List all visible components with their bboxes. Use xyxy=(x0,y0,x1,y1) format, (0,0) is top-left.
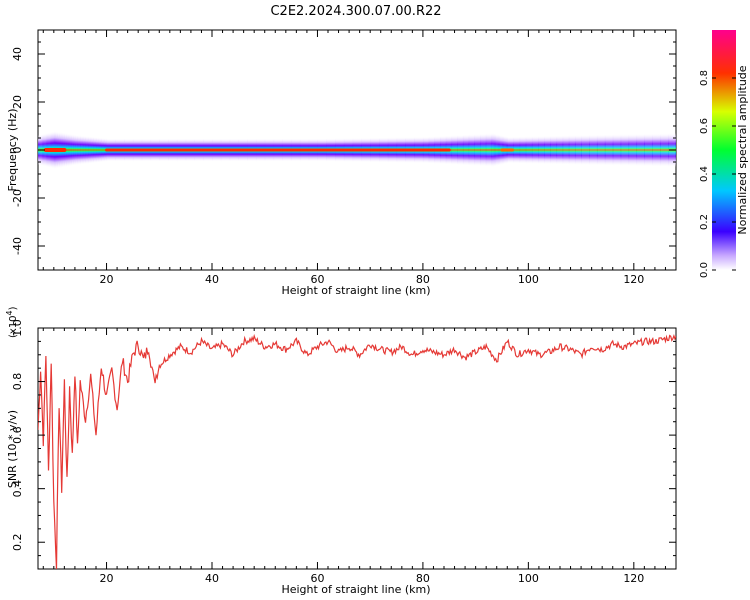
heatmap-x-tick-label: 60 xyxy=(310,273,324,286)
snr-y-axis-label: SNR (10 * v/v) xyxy=(6,410,19,488)
heatmap-band-cell xyxy=(589,134,598,166)
colorbar-tick-label: 0.6 xyxy=(699,118,710,134)
heatmap-band-cell xyxy=(74,134,79,166)
snr-y-tick-label: 0.6 xyxy=(11,426,24,444)
figure-title: C2E2.2024.300.07.00.R22 xyxy=(270,4,441,19)
heatmap-band-cell xyxy=(612,134,622,166)
heatmap-band-cell xyxy=(495,133,498,167)
heatmap-band-cell xyxy=(498,134,500,166)
colorbar-tick-label: 0.2 xyxy=(699,214,710,230)
heatmap-x-tick-label: 20 xyxy=(100,273,114,286)
heatmap-x-tick-label: 100 xyxy=(518,273,539,286)
heatmap-band-cell xyxy=(462,134,470,166)
heatmap-band-cell xyxy=(636,133,645,167)
heatmap-band-cell xyxy=(451,134,458,166)
heatmap-band-cell xyxy=(66,133,69,167)
snr-x-tick-label: 100 xyxy=(518,572,539,585)
snr-x-tick-label: 40 xyxy=(205,572,219,585)
heatmap-band-cell xyxy=(71,134,74,166)
heatmap-band-cell xyxy=(96,137,100,163)
heatmap-band-cell xyxy=(568,134,576,166)
snr-x-tick-label: 20 xyxy=(100,572,114,585)
heatmap-band-cell xyxy=(556,135,564,165)
heatmap-band-cell xyxy=(525,136,533,164)
heatmap-band-cell xyxy=(457,134,464,166)
heatmap-panel: 20 40 60 80 100 120 -40 -20 0 20 40 Height of stra… xyxy=(6,29,677,297)
heatmap-band-cell xyxy=(494,133,497,167)
snr-x-axis-label: Height of straight line (km) xyxy=(281,583,430,596)
snr-x-tick-label: 80 xyxy=(416,572,430,585)
heatmap-band-cell xyxy=(596,134,606,166)
colorbar-label: Normalized spectral amplitude xyxy=(736,65,749,234)
heatmap-band-cell xyxy=(90,136,94,164)
heatmap-band-cell xyxy=(628,133,638,167)
snr-series-line xyxy=(38,333,676,569)
snr-panel: 20 40 60 80 100 120 0.2 0.4 0.6 0.8 1.0 Height of … xyxy=(5,306,677,596)
heatmap-band-cell xyxy=(80,135,84,165)
heatmap-x-tick-label: 80 xyxy=(416,273,430,286)
heatmap-y-tick-label: -20 xyxy=(11,189,24,207)
heatmap-band-cell xyxy=(499,134,502,166)
heatmap-band-cell xyxy=(485,133,493,167)
heatmap-band-cell xyxy=(480,133,487,167)
heatmap-band-cell xyxy=(538,135,545,165)
heatmap-y-tick-label: 40 xyxy=(11,47,24,61)
heatmap-band-cell xyxy=(67,133,71,167)
colorbar-tick-label: 0.8 xyxy=(699,70,710,86)
snr-x-tick-label: 60 xyxy=(310,572,324,585)
heatmap-band-cell xyxy=(69,133,72,167)
heatmap-band-cell xyxy=(531,135,539,165)
colorbar-tick-label: 0.4 xyxy=(699,166,710,182)
heatmap-y-tick-label: 0 xyxy=(11,147,24,154)
heatmap-x-tick-label: 120 xyxy=(623,273,644,286)
snr-y-tick-label: 1.0 xyxy=(11,319,24,337)
heatmap-band-cell xyxy=(491,132,494,168)
heatmap-band-cell xyxy=(77,134,81,166)
snr-multiplier: (x104) xyxy=(5,306,19,338)
snr-x-tick-label: 120 xyxy=(623,572,644,585)
heatmap-band-cell xyxy=(474,133,481,167)
heatmap-band-cell xyxy=(492,133,495,167)
heatmap-band-cell xyxy=(544,135,551,165)
snr-y-tick-label: 0.2 xyxy=(11,533,24,551)
heatmap-x-axis-label: Height of straight line (km) xyxy=(281,284,430,297)
colorbar-gradient xyxy=(712,30,736,270)
heatmap-band-cell xyxy=(93,136,97,164)
heatmap-band-cell xyxy=(574,134,582,166)
heatmap-band-cell xyxy=(550,135,558,165)
heatmap-band-cell xyxy=(98,137,102,163)
heatmap-y-axis-label: Frequency (Hz) xyxy=(6,109,19,192)
snr-frame xyxy=(37,327,677,570)
heatmap-band-cell xyxy=(660,133,669,167)
heatmap-band-cell xyxy=(562,135,570,165)
heatmap-band-cell xyxy=(581,134,590,166)
heatmap-band-cell xyxy=(88,136,92,164)
heatmap-band-cell xyxy=(620,133,630,167)
heatmap-band-cell xyxy=(82,135,87,165)
heatmap-band-cell xyxy=(101,137,105,163)
heatmap-band-cell xyxy=(513,136,521,164)
heatmap-x-tick-label: 40 xyxy=(205,273,219,286)
colorbar: 0.0 0.2 0.4 0.6 0.8 Normalized spectral ampl… xyxy=(699,30,749,278)
snr-y-tick-label: 0.4 xyxy=(11,480,24,498)
heatmap-band-cell xyxy=(73,134,76,166)
heatmap-band-cell xyxy=(652,133,661,167)
heatmap-band-cell xyxy=(468,134,475,166)
heatmap-y-tick-label: -40 xyxy=(11,237,24,255)
colorbar-tick-label: 0.0 xyxy=(699,262,710,278)
snr-y-tick-label: 0.8 xyxy=(11,373,24,391)
heatmap-band-cell xyxy=(644,133,653,167)
heatmap-band-cell xyxy=(496,134,499,166)
heatmap-y-tick-label: 20 xyxy=(11,95,24,109)
heatmap-band-cell xyxy=(85,135,89,165)
heatmap-band-cell xyxy=(604,134,614,166)
heatmap-band-cell xyxy=(519,136,527,164)
